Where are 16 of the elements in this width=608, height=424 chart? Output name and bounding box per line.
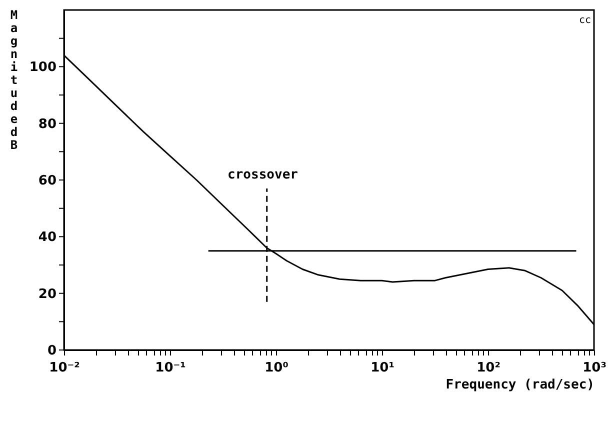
x-tick-label: 10¹ [370,360,394,376]
annotation: cc [578,15,591,26]
text: Magnitude dB [10,8,18,152]
x-axis-title: Frequency (rad/sec) [446,378,594,392]
x-tick-label: 10⁰ [264,360,289,376]
y-tick-label: 20 [38,286,56,302]
y-tick-label: 60 [38,174,56,188]
y-tick-label: 40 [38,230,56,246]
x-tick-label: 10⁻¹ [155,360,186,376]
y-tick-label: 0 [47,344,56,358]
annotation: crossover [228,168,298,183]
x-tick-label: 10² [476,360,500,376]
y-tick-label: 100 [29,60,56,76]
x-tick-label: 10⁻² [49,360,80,376]
x-tick-label: 10³ [582,360,606,376]
y-tick-label: 80 [38,116,56,132]
